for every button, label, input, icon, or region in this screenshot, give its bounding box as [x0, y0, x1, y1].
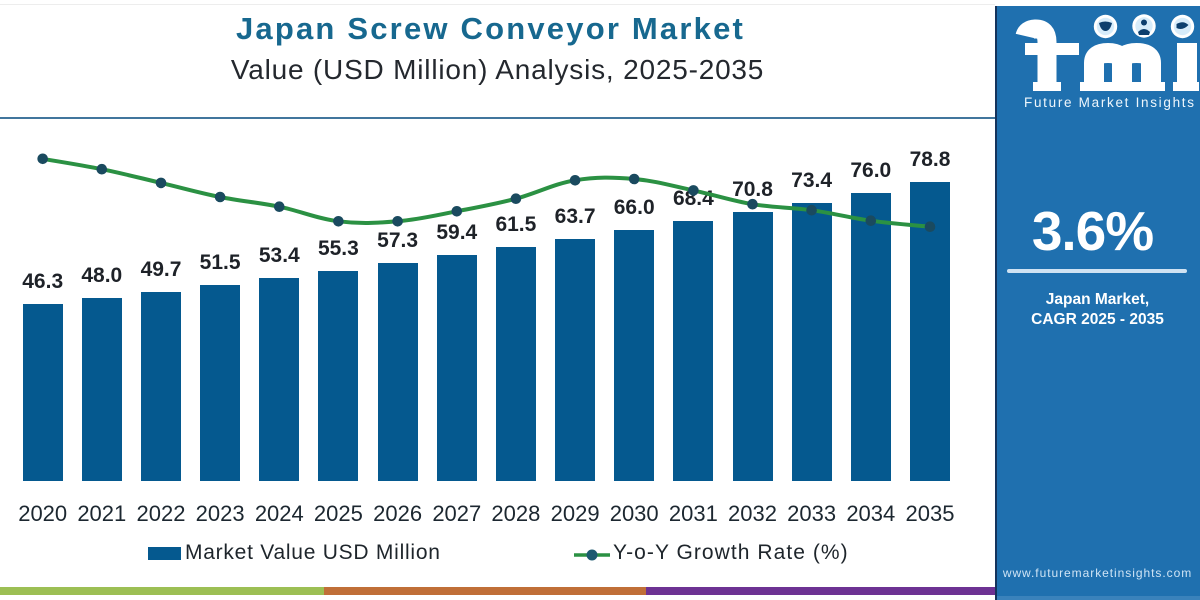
svg-text:Future Market Insights: Future Market Insights	[1024, 95, 1196, 110]
